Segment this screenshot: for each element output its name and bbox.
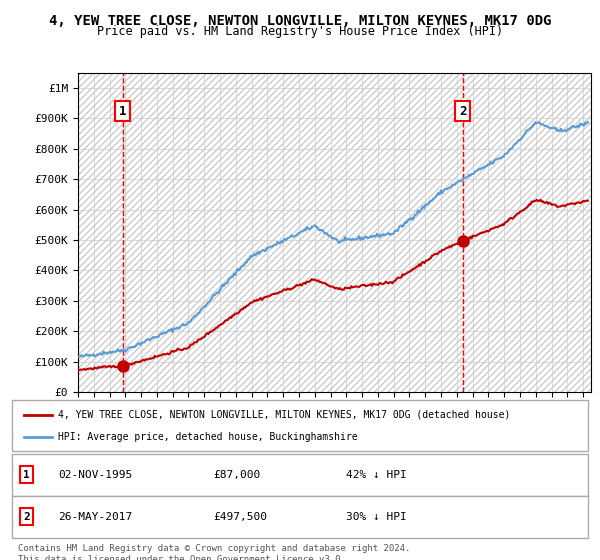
FancyBboxPatch shape: [12, 400, 588, 451]
Text: 42% ↓ HPI: 42% ↓ HPI: [346, 470, 407, 479]
Text: 2: 2: [459, 105, 467, 118]
Text: £497,500: £497,500: [214, 512, 268, 521]
Text: 26-MAY-2017: 26-MAY-2017: [58, 512, 133, 521]
Text: 4, YEW TREE CLOSE, NEWTON LONGVILLE, MILTON KEYNES, MK17 0DG: 4, YEW TREE CLOSE, NEWTON LONGVILLE, MIL…: [49, 14, 551, 28]
Text: 30% ↓ HPI: 30% ↓ HPI: [346, 512, 407, 521]
Text: Contains HM Land Registry data © Crown copyright and database right 2024.
This d: Contains HM Land Registry data © Crown c…: [18, 544, 410, 560]
FancyBboxPatch shape: [12, 496, 588, 538]
Text: £87,000: £87,000: [214, 470, 261, 479]
Text: Price paid vs. HM Land Registry's House Price Index (HPI): Price paid vs. HM Land Registry's House …: [97, 25, 503, 38]
Text: 02-NOV-1995: 02-NOV-1995: [58, 470, 133, 479]
Text: 4, YEW TREE CLOSE, NEWTON LONGVILLE, MILTON KEYNES, MK17 0DG (detached house): 4, YEW TREE CLOSE, NEWTON LONGVILLE, MIL…: [58, 409, 511, 419]
Bar: [78, 73, 591, 392]
FancyBboxPatch shape: [12, 454, 588, 496]
Text: 1: 1: [23, 470, 30, 479]
Text: HPI: Average price, detached house, Buckinghamshire: HPI: Average price, detached house, Buck…: [58, 432, 358, 442]
Text: 2: 2: [23, 512, 30, 521]
Text: 1: 1: [119, 105, 127, 118]
